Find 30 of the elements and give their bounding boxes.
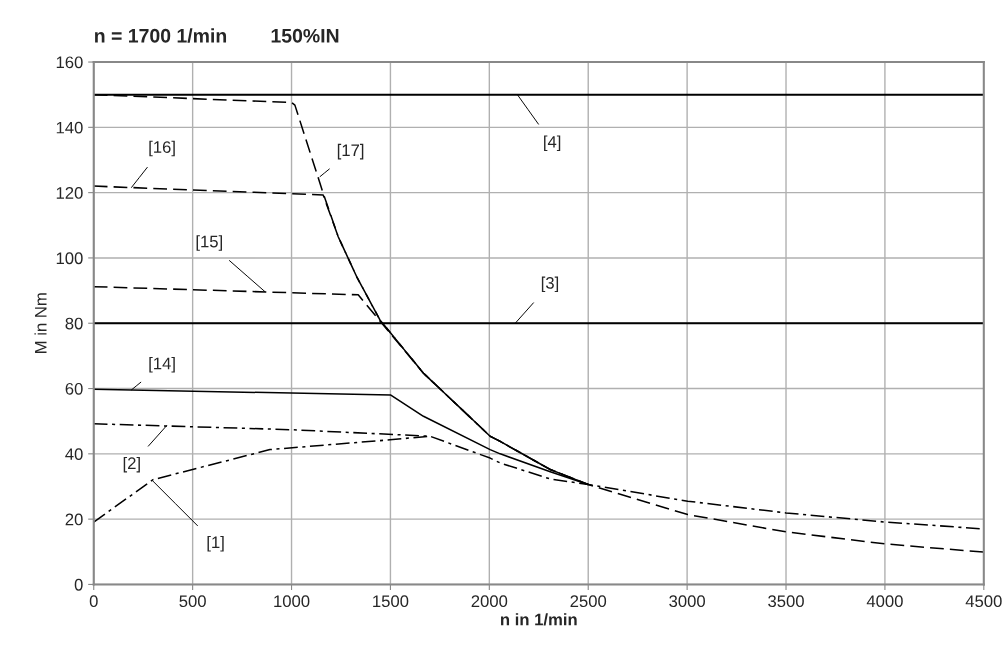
x-tick-label: 4000 [866, 595, 903, 608]
x-tick-label: 2000 [471, 595, 508, 608]
annotation: [3] [541, 276, 559, 293]
x-tick-label: 2500 [570, 595, 607, 608]
annotation: [1] [207, 535, 224, 552]
y-tick-label: 60 [65, 382, 83, 395]
x-tick-label: 0 [89, 595, 98, 608]
y-tick-label: 140 [56, 121, 83, 134]
annotation: [4] [544, 135, 561, 152]
annotation: [14] [149, 357, 175, 373]
y-tick-label: 80 [65, 317, 83, 330]
y-axis-title: M in Nm [34, 293, 47, 353]
y-tick-label: 20 [65, 513, 83, 526]
x-tick-label: 3500 [768, 595, 804, 608]
x-axis-title: n in 1/min [500, 613, 577, 626]
x-tick-label: 3000 [669, 595, 706, 608]
annotation: [16] [149, 140, 175, 157]
annotation: [2] [123, 456, 140, 473]
annotation: [17] [337, 143, 364, 160]
x-tick-label: 1000 [274, 595, 310, 608]
y-tick-label: 100 [56, 252, 83, 265]
y-tick-label: 120 [56, 187, 83, 199]
chart-title: n = 1700 1/min 150%IN [95, 28, 339, 43]
x-tick-label: 4500 [965, 595, 1002, 608]
x-tick-label: 1500 [373, 595, 409, 608]
y-tick-label: 40 [65, 448, 83, 461]
y-tick-label: 160 [56, 56, 83, 69]
y-tick-label: 0 [74, 578, 83, 591]
annotation: [15] [196, 235, 222, 251]
x-tick-label: 500 [179, 595, 206, 608]
